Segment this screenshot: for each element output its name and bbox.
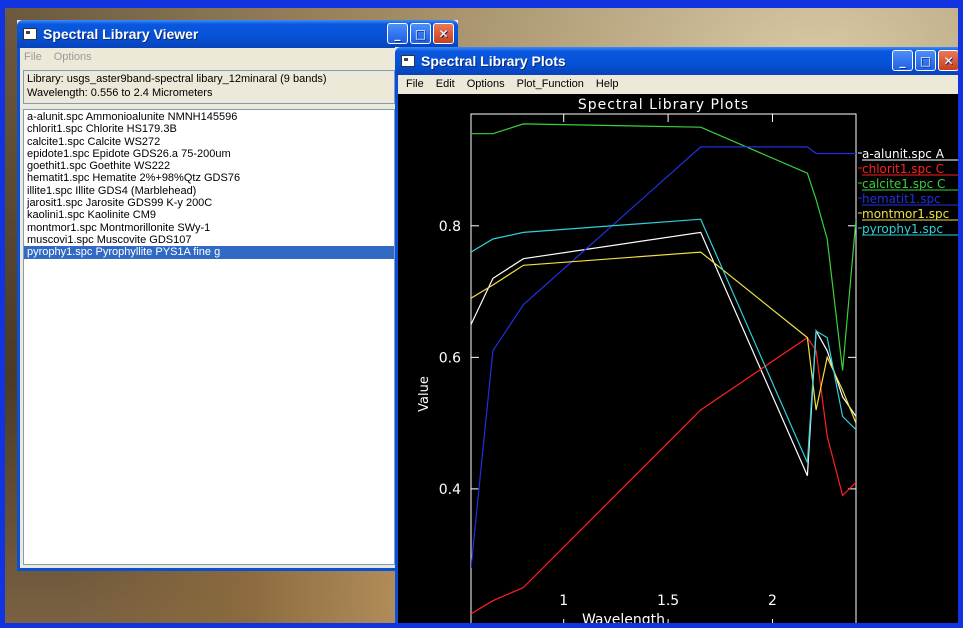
minimize-button[interactable]: _ [892,50,913,71]
series-line-6 [471,218,856,463]
menu-file[interactable]: File [406,78,424,90]
plots-menubar: File Edit Options Plot_Function Help [402,75,960,93]
legend-entry: a-alunit.spc A [862,147,945,161]
spectral-library-viewer-window: Spectral Library Viewer _ □ ✕ File Optio… [17,20,458,571]
series-line-1 [471,231,856,476]
menu-file[interactable]: File [24,51,42,63]
y-tick-label: 0.8 [439,219,461,235]
list-item[interactable]: jarosit1.spc Jarosite GDS99 K-y 200C [27,197,213,210]
close-button[interactable]: ✕ [938,50,959,71]
x-tick-label: 1 [559,593,568,609]
x-tick-label: 1.5 [657,593,679,609]
maximize-button[interactable]: □ [915,50,936,71]
x-tick-label: 2 [768,593,777,609]
plot-frame [470,113,857,628]
list-item[interactable]: illite1.spc Illite GDS4 (Marblehead) [27,184,197,197]
menu-options[interactable]: Options [466,78,505,90]
wavelength-line: Wavelength: 0.556 to 2.4 Micrometers [27,87,213,99]
list-item[interactable]: goethit1.spc Goethite WS222 [27,160,171,173]
list-item[interactable]: chlorit1.spc Chlorite HS179.3B [27,123,177,136]
x-axis-label: Wavelength [582,612,665,628]
viewer-title: Spectral Library Viewer [43,26,199,42]
list-item[interactable]: kaolini1.spc Kaolinite CM9 [27,209,157,222]
spectral-library-plots-window: Spectral Library Plots _ □ ✕ File Edit O… [395,47,963,628]
legend-entry: chlorit1.spc C [862,162,944,176]
menu-edit[interactable]: Edit [435,78,455,90]
menu-options[interactable]: Options [53,51,92,63]
plots-titlebar[interactable]: Spectral Library Plots _ □ ✕ [395,47,963,75]
y-tick-label: 0.6 [439,350,461,366]
y-axis-label: Value [417,376,432,412]
plots-window-title: Spectral Library Plots [421,53,566,69]
legend-entry: calcite1.spc C [862,177,945,191]
maximize-button[interactable]: □ [410,23,431,44]
chart-title: Spectral Library Plots [578,97,749,113]
plot-canvas[interactable]: Spectral Library Plots 1 1.5 2 0.4 0.6 0.8 Wave… [398,94,960,628]
list-item[interactable]: hematit1.spc Hematite 2%+98%Qtz GDS76 [27,172,241,185]
legend-entry: montmor1.spc [862,207,949,221]
list-item[interactable]: a-alunit.spc Ammonioalunite NMNH145596 [27,111,238,123]
spectral-chart: Spectral Library Plots 1 1.5 2 0.4 0.6 0.8 Wave… [417,97,960,628]
app-icon [401,55,415,67]
spectrum-file-list[interactable]: a-alunit.spc Ammonioalunite NMNH145596 ch… [23,109,395,565]
menu-help[interactable]: Help [595,78,619,90]
viewer-menubar: File Options [20,48,455,66]
app-icon [23,28,37,40]
series-line-2 [471,336,856,615]
legend-entry: pyrophy1.spc [862,222,943,236]
viewer-titlebar[interactable]: Spectral Library Viewer _ □ ✕ [17,20,458,48]
minimize-button[interactable]: _ [387,23,408,44]
library-line: Library: usgs_aster9band-spectral libary… [27,73,327,85]
close-button[interactable]: ✕ [433,23,454,44]
series-line-4 [471,146,856,568]
legend-entry: hematit1.spc [862,192,941,206]
library-info-box: Library: usgs_aster9band-spectral libary… [23,70,395,104]
y-tick-label: 0.4 [439,482,461,498]
series-line-3 [471,123,856,371]
list-item[interactable]: pyrophy1.spc Pyrophyllite PYS1A fine g [24,246,394,259]
list-item[interactable]: montmor1.spc Montmorillonite SWy-1 [27,221,211,234]
menu-plot-function[interactable]: Plot_Function [516,78,584,90]
list-item[interactable]: calcite1.spc Calcite WS272 [27,135,161,148]
series-line-5 [471,251,856,424]
list-item[interactable]: epidote1.spc Epidote GDS26.a 75-200um [27,147,231,160]
list-item[interactable]: muscovi1.spc Muscovite GDS107 [27,233,192,246]
